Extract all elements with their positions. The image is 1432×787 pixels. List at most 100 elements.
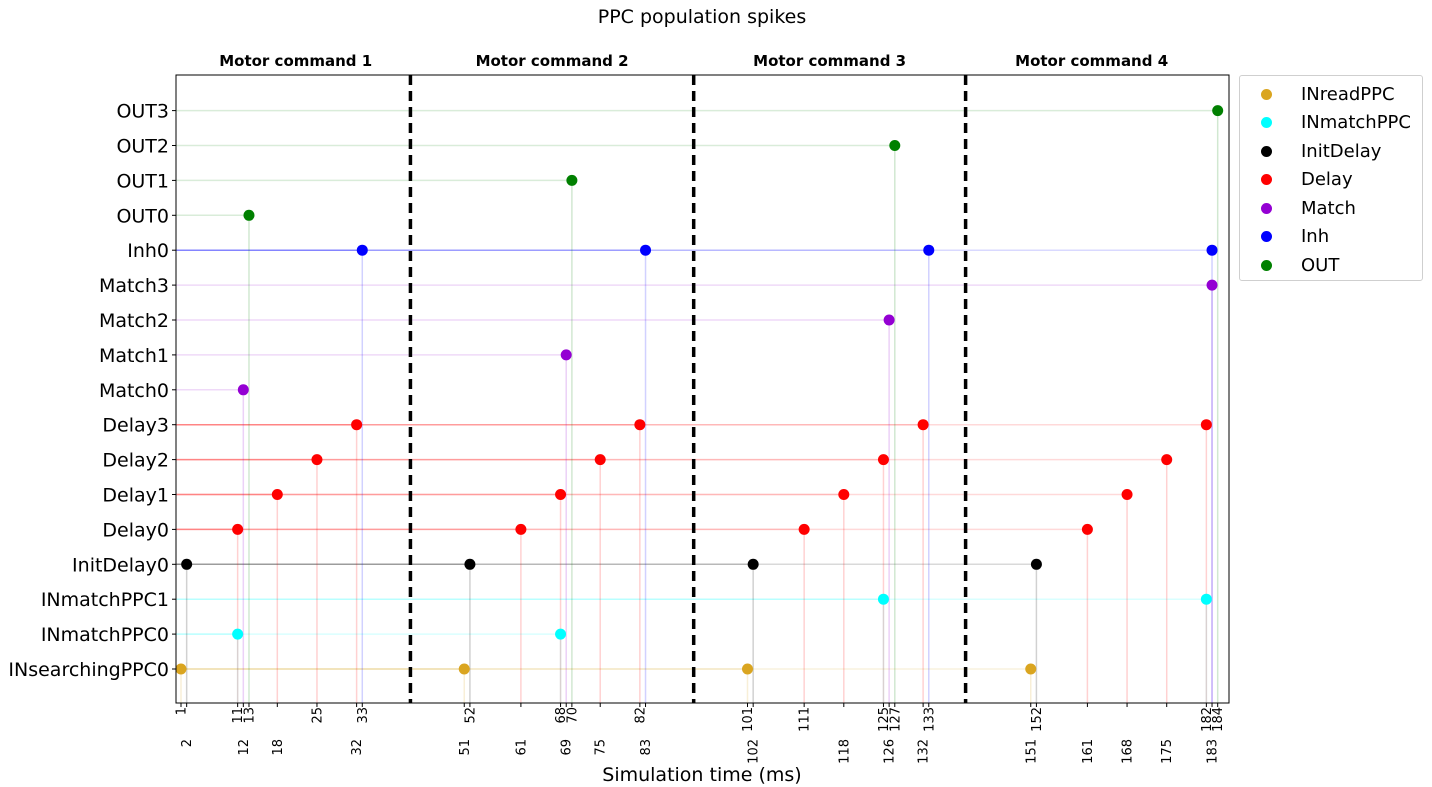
spike-point-match-2 [883, 314, 895, 326]
y-label-out1: OUT1 [116, 170, 169, 192]
legend-item-delay: Delay [1240, 166, 1353, 194]
spike-point-delay-7 [634, 419, 646, 431]
y-label-match2: Match2 [99, 310, 169, 332]
legend-label-inreadppc: INreadPPC [1301, 83, 1395, 105]
x-tick-label-132: 132 [917, 739, 932, 764]
legend-label-initdelay: InitDelay [1301, 140, 1382, 162]
y-label-initdelay0: InitDelay0 [72, 554, 169, 576]
x-tick-label-133: 133 [922, 707, 937, 732]
x-tick-label-11: 11 [231, 707, 246, 724]
legend-marker-inh [1261, 231, 1272, 242]
x-tick-label-70: 70 [565, 707, 580, 724]
x-tick-label-52: 52 [463, 707, 478, 724]
legend-label-match: Match [1301, 197, 1356, 219]
x-tick-label-82: 82 [633, 707, 648, 724]
x-tick-label-111: 111 [798, 707, 813, 732]
x-tick-label-161: 161 [1081, 739, 1096, 764]
spike-point-inmatchppc-3 [1200, 593, 1212, 605]
x-tick-label-18: 18 [271, 739, 286, 756]
x-tick-label-75: 75 [594, 739, 609, 756]
x-tick-label-83: 83 [639, 739, 654, 756]
spike-point-delay-11 [917, 419, 929, 431]
y-label-inmatchppc1: INmatchPPC1 [41, 589, 169, 611]
spike-point-match-0 [237, 384, 249, 396]
spike-point-delay-13 [1121, 489, 1133, 500]
spike-point-delay-14 [1161, 454, 1173, 466]
legend-item-initdelay: InitDelay [1240, 137, 1381, 165]
phase-label-3: Motor command 3 [753, 52, 906, 70]
y-label-delay3: Delay3 [102, 415, 169, 437]
x-tick-label-33: 33 [356, 707, 371, 724]
x-tick-label-102: 102 [747, 739, 762, 764]
y-label-inmatchppc0: INmatchPPC0 [41, 624, 169, 646]
x-tick-label-125: 125 [877, 707, 892, 732]
spike-point-inreadppc-0 [175, 663, 187, 675]
y-label-match3: Match3 [99, 275, 169, 297]
legend-label-delay: Delay [1301, 169, 1353, 190]
x-tick-label-175: 175 [1160, 739, 1175, 764]
spike-point-inreadppc-2 [742, 663, 753, 675]
y-label-out0: OUT0 [116, 205, 169, 227]
x-tick-label-51: 51 [458, 739, 473, 756]
legend-marker-inmatchppc [1261, 117, 1272, 128]
x-tick-label-118: 118 [837, 739, 852, 764]
x-tick-label-68: 68 [554, 707, 569, 724]
legend-marker-out [1261, 259, 1272, 271]
y-label-match1: Match1 [99, 345, 169, 367]
spike-point-delay-3 [351, 419, 363, 431]
spike-point-initdelay-3 [1030, 558, 1042, 570]
x-tick-label-182: 182 [1200, 707, 1215, 732]
x-tick-label-101: 101 [741, 707, 756, 732]
x-tick-label-2: 2 [180, 739, 195, 747]
spike-point-delay-15 [1200, 419, 1212, 431]
legend-marker-match [1261, 202, 1272, 214]
phase-separators [408, 75, 968, 703]
x-tick-label-184: 184 [1211, 707, 1226, 732]
spike-point-inh-2 [923, 244, 935, 256]
spike-point-inmatchppc-1 [555, 628, 567, 640]
y-label-match0: Match0 [99, 380, 169, 402]
spike-point-out-3 [1212, 105, 1224, 117]
phase-label-1: Motor command 1 [219, 52, 372, 70]
legend-item-inh: Inh [1240, 223, 1329, 251]
y-label-delay1: Delay1 [102, 485, 169, 507]
x-tick-label-151: 151 [1024, 739, 1039, 764]
chart-title: PPC population spikes [598, 6, 807, 28]
spike-point-delay-0 [232, 523, 244, 535]
spike-point-inh-0 [356, 244, 368, 256]
spike-point-delay-9 [838, 489, 850, 500]
x-tick-label-127: 127 [888, 707, 903, 732]
legend-label-out: OUT [1301, 254, 1340, 276]
spike-point-inmatchppc-2 [877, 593, 889, 605]
x-tick-label-168: 168 [1121, 739, 1136, 764]
spike-point-delay-4 [515, 523, 527, 535]
x-tick-label-32: 32 [350, 739, 365, 756]
y-label-delay0: Delay0 [102, 519, 169, 541]
spike-point-out-2 [889, 140, 901, 151]
spike-point-match-1 [560, 349, 572, 361]
legend: INreadPPC INmatchPPC InitDelay Delay Match In… [1239, 75, 1423, 281]
spike-point-out-1 [566, 174, 578, 186]
spike-point-delay-12 [1081, 523, 1093, 535]
phase-label-2: Motor command 2 [476, 52, 629, 70]
x-tick-label-152: 152 [1030, 707, 1045, 732]
x-tick-label-183: 183 [1206, 739, 1221, 764]
x-tick-label-61: 61 [514, 739, 529, 756]
spike-point-delay-2 [311, 454, 323, 466]
guide-lines [176, 109, 1219, 703]
x-tick-label-126: 126 [883, 739, 898, 764]
legend-marker-delay [1261, 174, 1272, 185]
spike-point-inreadppc-3 [1025, 663, 1037, 675]
x-tick-label-1: 1 [175, 707, 190, 715]
x-tick-label-12: 12 [237, 739, 252, 756]
legend-item-match: Match [1240, 194, 1356, 222]
x-axis-label: Simulation time (ms) [602, 764, 801, 786]
x-tick-label-13: 13 [242, 707, 257, 724]
x-tick-label-69: 69 [560, 739, 575, 756]
legend-item-out: OUT [1240, 251, 1339, 279]
spike-point-match-3 [1206, 279, 1218, 291]
spike-point-initdelay-0 [181, 558, 193, 570]
spike-point-inreadppc-1 [458, 663, 470, 675]
legend-label-inh: Inh [1301, 226, 1330, 247]
